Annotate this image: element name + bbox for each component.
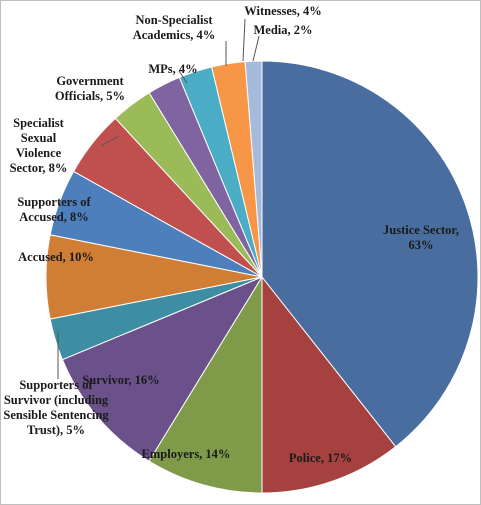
data-label: Government Officials, 5% bbox=[54, 74, 126, 103]
pie-slice bbox=[61, 275, 264, 462]
data-label: Specialist Sexual Violence Sector, 8% bbox=[9, 116, 68, 175]
data-label: Supporters of Survivor (including Sensib… bbox=[3, 378, 109, 437]
data-label: Employers, 14% bbox=[141, 447, 231, 461]
pie-slice bbox=[261, 275, 397, 494]
data-label: Justice Sector, 63% bbox=[383, 223, 459, 252]
data-label: Media, 2% bbox=[253, 23, 313, 37]
leader-line bbox=[100, 135, 120, 147]
data-label: Non-Specialist Academics, 4% bbox=[132, 13, 216, 42]
data-label: Survivor, 16% bbox=[82, 373, 160, 387]
data-label: Supporters of Accused, 8% bbox=[17, 195, 91, 224]
leader-line bbox=[252, 35, 260, 62]
pie-slice bbox=[261, 60, 479, 448]
leader-line bbox=[242, 18, 246, 62]
data-label: Witnesses, 4% bbox=[244, 4, 322, 18]
pie-slice bbox=[148, 275, 263, 494]
data-label: Accused, 10% bbox=[18, 250, 94, 264]
leader-line bbox=[178, 70, 188, 84]
data-label: MPs, 4% bbox=[148, 62, 198, 76]
data-label: Police, 17% bbox=[288, 451, 353, 465]
